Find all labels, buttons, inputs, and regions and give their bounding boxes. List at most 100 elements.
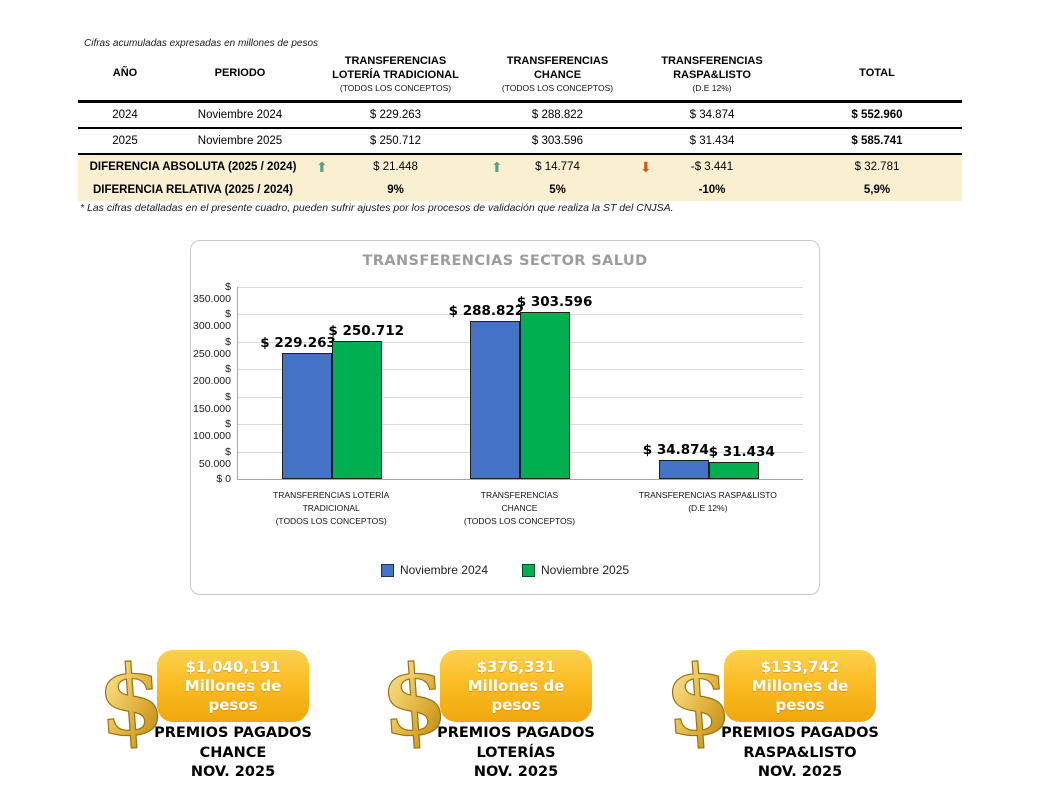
y-tick-label: $ 50.000 <box>198 445 231 470</box>
bar-group: $ 229.263 $ 250.712 <box>238 287 426 479</box>
table-cell: $ 229.263 <box>308 101 483 129</box>
transfers-chart: TRANSFERENCIAS SECTOR SALUD $ 229.263 $ 2… <box>190 240 820 595</box>
legend-item: Noviembre 2024 <box>380 563 488 577</box>
category-label: TRANSFERENCIAS CHANCE (TODOS LOS CONCEPT… <box>463 490 576 527</box>
legend-item: Noviembre 2025 <box>522 563 629 577</box>
table-cell: $ 303.596 <box>483 128 632 155</box>
up-arrow-icon: ⬆ <box>316 158 328 175</box>
callout-label: PREMIOS PAGADOS LOTERÍAS NOV. 2025 <box>437 725 595 781</box>
bar-value-label: $ 288.822 <box>448 302 525 319</box>
callout-label: PREMIOS PAGADOS RASPA&LISTO NOV. 2025 <box>721 725 879 781</box>
amount-badge: $133,742 Millones de pesos <box>724 650 876 722</box>
column-header-ano: AÑO <box>78 50 172 103</box>
bar-pair: $ 34.874 $ 31.434 <box>643 442 775 479</box>
diff-value: -$ 3.441 <box>690 160 734 173</box>
chart-title: TRANSFERENCIAS SECTOR SALUD <box>362 253 648 269</box>
bar-value-label: $ 34.874 <box>642 441 709 458</box>
diff-relative-cell: -10% <box>632 178 792 201</box>
chart-plot-area: $ 229.263 $ 250.712 $ 288.822 $ 303.596 $ 34… <box>237 287 803 480</box>
column-header-loteria: TRANSFERENCIAS LOTERÍA TRADICIONAL (TODOS… <box>308 50 483 103</box>
y-tick-label: $ 350.000 <box>193 281 231 305</box>
units-note: Cifras acumuladas expresadas en millones… <box>84 38 319 49</box>
transfers-table: AÑO PERIODO TRANSFERENCIAS LOTERÍA TRADI… <box>78 50 962 201</box>
down-arrow-icon: ⬇ <box>640 158 652 175</box>
diff-absolute-cell: ⬇ -$ 3.441 <box>632 154 792 178</box>
amount-unit: Millones de pesos <box>751 677 849 714</box>
amount-value: $1,040,191 <box>185 657 281 676</box>
amount-badge: $1,040,191 Millones de pesos <box>157 650 309 722</box>
gridline <box>238 287 803 288</box>
bar-group: $ 34.874 $ 31.434 <box>615 287 803 479</box>
bar-noviembre-2024: $ 34.874 <box>643 442 709 479</box>
svg-text:$: $ <box>377 646 452 756</box>
bar-value-label: $ 250.712 <box>328 323 405 340</box>
diff-relative-cell: 9% <box>308 178 483 201</box>
table-cell: $ 250.712 <box>308 128 483 155</box>
category-label: TRANSFERENCIAS LOTERÍA TRADICIONAL (TODO… <box>273 490 390 527</box>
table-header-row: AÑO PERIODO TRANSFERENCIAS LOTERÍA TRADI… <box>78 50 962 103</box>
dollar-sign-icon: $ <box>646 641 750 760</box>
diff-absolute-row: DIFERENCIA ABSOLUTA (2025 / 2024) ⬆ $ 21… <box>78 154 962 178</box>
legend-label: Noviembre 2025 <box>541 563 630 577</box>
table-cell: Noviembre 2024 <box>172 101 308 129</box>
bar-noviembre-2024: $ 288.822 <box>449 303 524 479</box>
diff-absolute-cell: ⬆ $ 21.448 <box>308 154 483 178</box>
table-cell: $ 31.434 <box>632 128 792 155</box>
table-cell: $ 34.874 <box>632 101 792 129</box>
svg-text:$: $ <box>94 646 169 756</box>
y-tick-label: $ 300.000 <box>193 308 231 333</box>
legend-label: Noviembre 2024 <box>399 563 488 577</box>
legend-swatch <box>380 563 394 577</box>
callout-raspa: $ $133,742 Millones de pesos PREMIOS PAG… <box>652 641 902 789</box>
table-cell-total: $ 552.960 <box>792 101 962 129</box>
y-tick-label: $ 100.000 <box>193 418 231 443</box>
amount-value: $376,331 <box>476 657 556 676</box>
y-tick-label: $ 0 <box>216 473 231 485</box>
y-tick-label: $ 250.000 <box>193 335 231 360</box>
y-tick-label: $ 150.000 <box>193 390 231 415</box>
svg-text:$: $ <box>661 646 736 756</box>
diff-absolute-label: DIFERENCIA ABSOLUTA (2025 / 2024) <box>78 154 308 178</box>
bar-noviembre-2025: $ 303.596 <box>517 294 592 479</box>
diff-relative-total: 5,9% <box>792 178 962 201</box>
amount-unit: Millones de pesos <box>467 677 565 714</box>
amount-unit: Millones de pesos <box>184 677 282 714</box>
amount-value: $133,742 <box>760 657 840 676</box>
dollar-sign-icon: $ <box>362 641 466 760</box>
callout-loterias: $ $376,331 Millones de pesos PREMIOS PAG… <box>368 641 618 789</box>
column-header-total: TOTAL <box>792 50 962 103</box>
callout-label: PREMIOS PAGADOS CHANCE NOV. 2025 <box>154 725 312 781</box>
amount-badge: $376,331 Millones de pesos <box>440 650 592 722</box>
diff-relative-row: DIFERENCIA RELATIVA (2025 / 2024) 9% 5% … <box>78 178 962 201</box>
column-header-raspa: TRANSFERENCIAS RASPA&LISTO (D.E 12%) <box>632 50 792 103</box>
bar-noviembre-2025: $ 250.712 <box>328 323 404 479</box>
diff-relative-label: DIFERENCIA RELATIVA (2025 / 2024) <box>78 178 308 201</box>
table-row-2024: 2024 Noviembre 2024 $ 229.263 $ 288.822 … <box>78 101 962 129</box>
up-arrow-icon: ⬆ <box>491 158 503 175</box>
table-cell: 2024 <box>78 101 172 129</box>
table-cell: Noviembre 2025 <box>172 128 308 155</box>
bar-value-label: $ 303.596 <box>516 294 593 311</box>
table-cell: 2025 <box>78 128 172 155</box>
column-header-chance: TRANSFERENCIAS CHANCE (TODOS LOS CONCEPTO… <box>483 50 632 103</box>
diff-absolute-total: $ 32.781 <box>792 154 962 178</box>
diff-absolute-cell: ⬆ $ 14.774 <box>483 154 632 178</box>
table-cell-total: $ 585.741 <box>792 128 962 155</box>
validation-footnote: * Las cifras detalladas en el presente c… <box>80 202 674 214</box>
bar-value-label: $ 31.434 <box>708 443 775 460</box>
bar-value-label: $ 229.263 <box>260 335 336 352</box>
chart-legend: Noviembre 2024 Noviembre 2025 <box>191 563 819 577</box>
legend-swatch <box>522 563 535 577</box>
bar-noviembre-2024: $ 229.263 <box>260 335 336 479</box>
dollar-sign-icon: $ <box>79 641 183 760</box>
diff-relative-cell: 5% <box>483 178 632 201</box>
callout-chance: $ $1,040,191 Millones de pesos PREMIOS P… <box>85 641 335 789</box>
category-label: TRANSFERENCIAS RASPA&LISTO (D.E 12%) <box>638 490 777 514</box>
bar-group: $ 288.822 $ 303.596 <box>426 287 614 479</box>
y-tick-label: $ 200.000 <box>193 363 231 388</box>
table-cell: $ 288.822 <box>483 101 632 129</box>
bar-pair: $ 229.263 $ 250.712 <box>260 323 404 479</box>
bar-noviembre-2025: $ 31.434 <box>709 444 775 479</box>
diff-value: $ 14.774 <box>535 160 580 173</box>
